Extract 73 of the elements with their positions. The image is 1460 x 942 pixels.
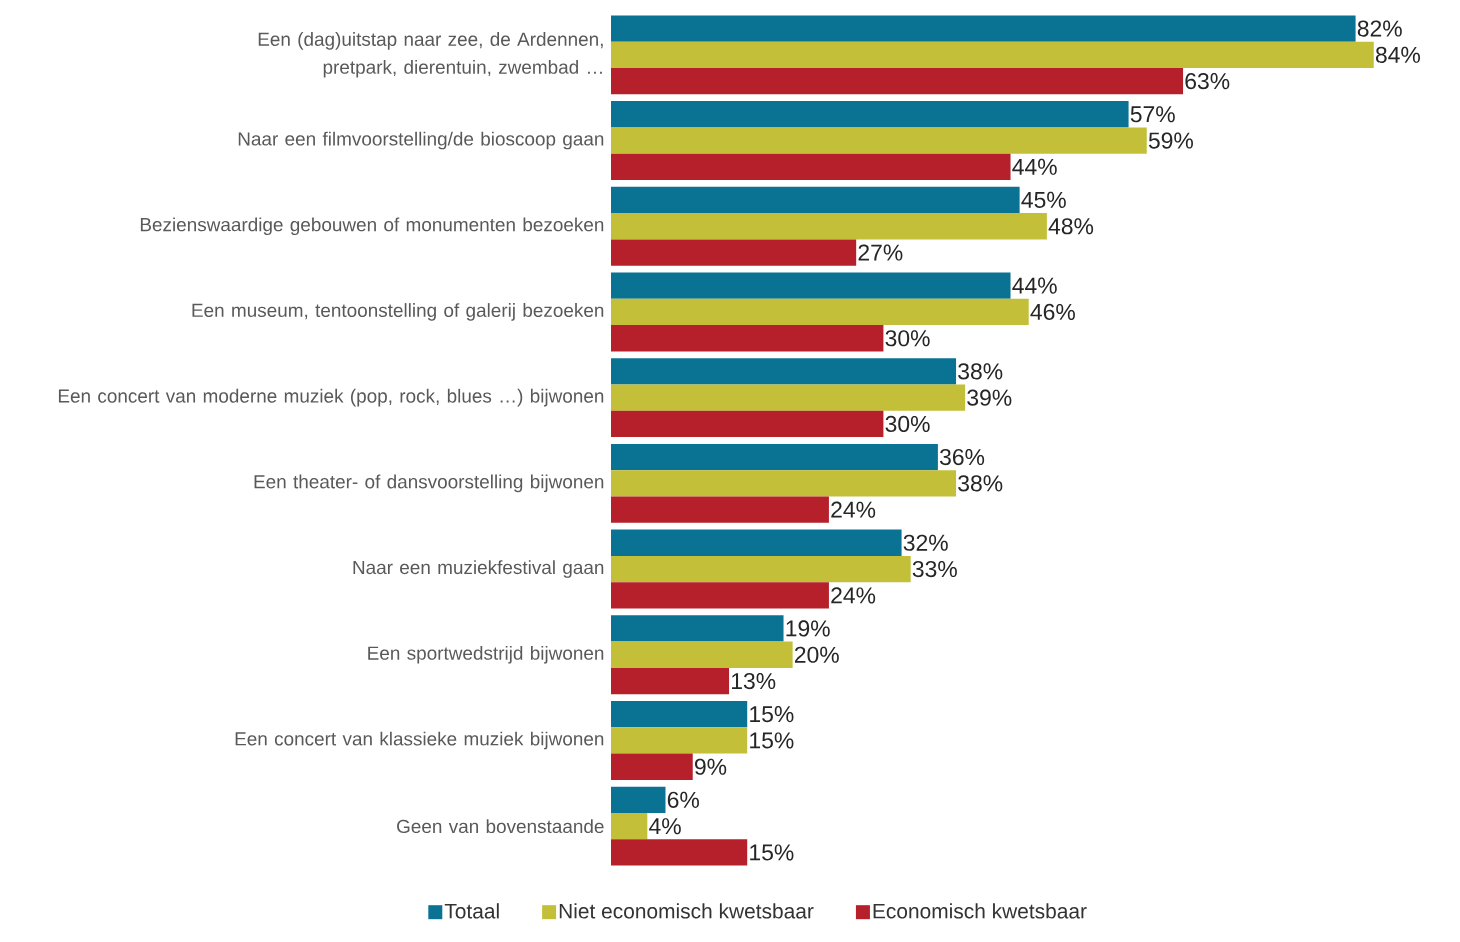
bar: [611, 555, 911, 583]
bar: [611, 470, 957, 497]
data-label: 9%: [695, 758, 727, 775]
data-label: 44%: [1012, 158, 1057, 175]
data-label: 46%: [1030, 303, 1075, 321]
bar: [611, 213, 1047, 240]
y-tick-label: Een sportwedstrijd bijwonen: [368, 645, 604, 664]
bar: [611, 410, 884, 438]
y-tick-label: Naar een muziekfestival gaan: [353, 560, 604, 578]
y-tick-label: Een concert van klassieke muziek bijwonen: [235, 731, 604, 750]
y-tick-label: Een museum, tentoonstelling of galerij bezoeken: [192, 303, 604, 321]
data-label: 30%: [885, 330, 930, 347]
data-label: 15%: [750, 844, 794, 861]
bar: [611, 529, 902, 556]
data-label: 63%: [1185, 73, 1230, 90]
data-label: 20%: [794, 646, 839, 663]
bar: [611, 298, 1029, 326]
bar: [611, 786, 666, 814]
data-label: 30%: [885, 415, 930, 433]
y-tick-label: Bezienswaardige gebouwen of monumenten bezoeken: [140, 217, 604, 236]
legend-label: Totaal: [444, 903, 499, 919]
data-label: 33%: [912, 560, 957, 578]
bar: [611, 67, 1184, 95]
data-label: 4%: [649, 818, 681, 835]
y-tick-label: Geen van bovenstaande: [397, 819, 604, 834]
bar: [611, 727, 748, 754]
bar: [611, 753, 693, 780]
bar: [611, 153, 1011, 180]
bar: [611, 127, 1147, 154]
bar: [611, 41, 1374, 68]
bar: [611, 358, 957, 385]
data-label: 6%: [667, 791, 699, 808]
bar: [611, 496, 829, 523]
y-tick-label: Naar een filmvoorstelling/de bioscoop gaan: [238, 131, 604, 150]
bar: [611, 667, 730, 695]
bar: [611, 384, 966, 411]
data-label: 13%: [732, 672, 776, 690]
bar: [611, 272, 1011, 299]
data-label: 15%: [750, 732, 794, 749]
legend-label: Niet economisch kwetsbaar: [559, 903, 814, 919]
bar: [611, 582, 829, 609]
bar: [611, 641, 793, 668]
bar: [611, 813, 648, 840]
data-label: 82%: [1357, 20, 1402, 37]
bar: [611, 325, 884, 352]
data-label: 32%: [903, 534, 948, 551]
data-label: 38%: [958, 363, 1003, 380]
data-label: 38%: [958, 475, 1003, 492]
bar: [611, 443, 938, 471]
legend-label: Economisch kwetsbaar: [873, 903, 1087, 919]
y-tick-label: Een (dag)uitstap naar zee, de Ardennen, pretpark, dierentuin, zwembad …: [258, 32, 603, 78]
data-label: 27%: [858, 244, 903, 261]
data-label: 36%: [939, 448, 985, 466]
bar: [611, 839, 748, 866]
data-label: 84%: [1375, 46, 1420, 63]
data-label: 57%: [1130, 106, 1175, 123]
data-label: 19%: [786, 620, 830, 637]
bar: [611, 101, 1129, 128]
data-label: 15%: [750, 706, 794, 723]
data-label: 24%: [831, 587, 876, 604]
data-label: 44%: [1012, 277, 1057, 294]
y-tick-label: Een concert van moderne muziek (pop, rock, blues …) bijwonen: [58, 388, 604, 407]
data-label: 24%: [831, 501, 876, 518]
data-label: 48%: [1048, 218, 1094, 235]
bar: [611, 701, 748, 728]
bar: [611, 186, 1020, 214]
y-tick-label: Een theater- of dansvoorstelling bijwonen: [254, 474, 604, 493]
bar: [611, 239, 857, 266]
data-label: 59%: [1148, 132, 1193, 149]
data-label: 39%: [967, 389, 1012, 406]
bar: [611, 615, 784, 642]
data-label: 45%: [1021, 191, 1066, 208]
bar: [611, 15, 1356, 42]
